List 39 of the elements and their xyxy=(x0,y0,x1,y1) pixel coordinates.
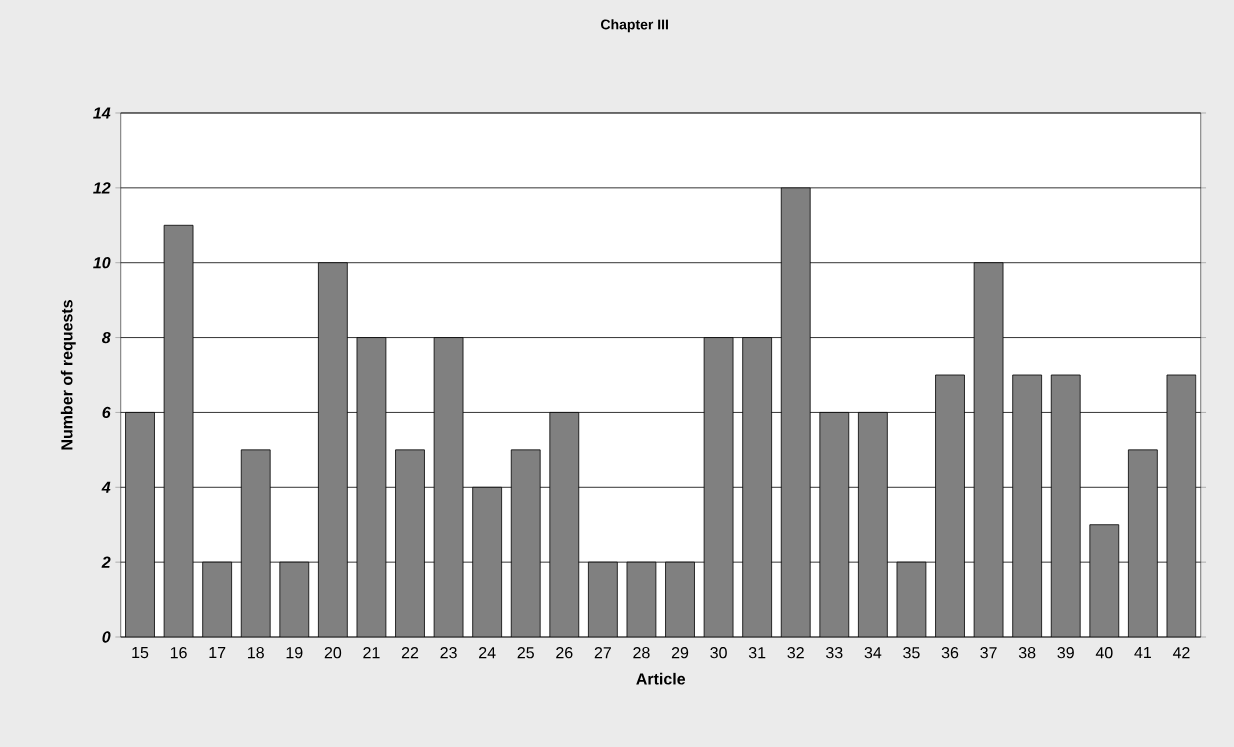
x-tick-label: 30 xyxy=(710,647,727,659)
chart-title: Chapter III xyxy=(601,19,668,33)
x-tick-label: 23 xyxy=(440,647,457,659)
x-tick-label: 36 xyxy=(941,647,959,659)
x-tick-label: 21 xyxy=(363,647,380,659)
y-tick-label: 12 xyxy=(93,182,111,194)
x-tick-label: 28 xyxy=(633,647,650,659)
y-tick-label: 14 xyxy=(93,107,111,119)
x-tick-label: 17 xyxy=(209,647,226,659)
x-tick-label: 16 xyxy=(170,647,187,659)
x-tick-label: 22 xyxy=(401,647,419,659)
x-tick-label: 32 xyxy=(787,647,804,659)
x-tick-label: 37 xyxy=(980,647,997,659)
y-tick-label: 0 xyxy=(102,631,111,643)
y-tick-label: 10 xyxy=(93,257,111,269)
y-tick-label: 6 xyxy=(102,406,111,419)
x-tick-label: 31 xyxy=(748,647,766,659)
x-tick-label: 26 xyxy=(556,647,573,659)
x-tick-label: 40 xyxy=(1095,647,1113,659)
x-tick-label: 15 xyxy=(132,647,149,659)
x-tick-label: 24 xyxy=(479,647,496,659)
x-tick-label: 33 xyxy=(826,647,843,659)
x-tick-label: 20 xyxy=(324,647,342,659)
y-tick-label: 8 xyxy=(101,331,111,344)
x-tick-label: 19 xyxy=(286,647,303,659)
x-tick-label: 38 xyxy=(1018,647,1036,659)
y-tick-label: 4 xyxy=(101,481,111,493)
x-tick-label: 35 xyxy=(903,647,920,659)
x-tick-label: 34 xyxy=(864,647,882,659)
x-tick-label: 39 xyxy=(1057,647,1074,659)
x-tick-label: 41 xyxy=(1134,647,1151,659)
x-tick-label: 25 xyxy=(517,647,534,659)
x-tick-label: 18 xyxy=(248,647,264,659)
y-axis-title: Number of requests xyxy=(60,300,76,450)
x-axis-title: Article xyxy=(636,672,686,685)
x-tick-label: 27 xyxy=(594,647,611,659)
x-tick-label: 42 xyxy=(1172,647,1190,659)
x-tick-label: 29 xyxy=(671,647,689,659)
y-tick-label: 2 xyxy=(101,556,111,568)
